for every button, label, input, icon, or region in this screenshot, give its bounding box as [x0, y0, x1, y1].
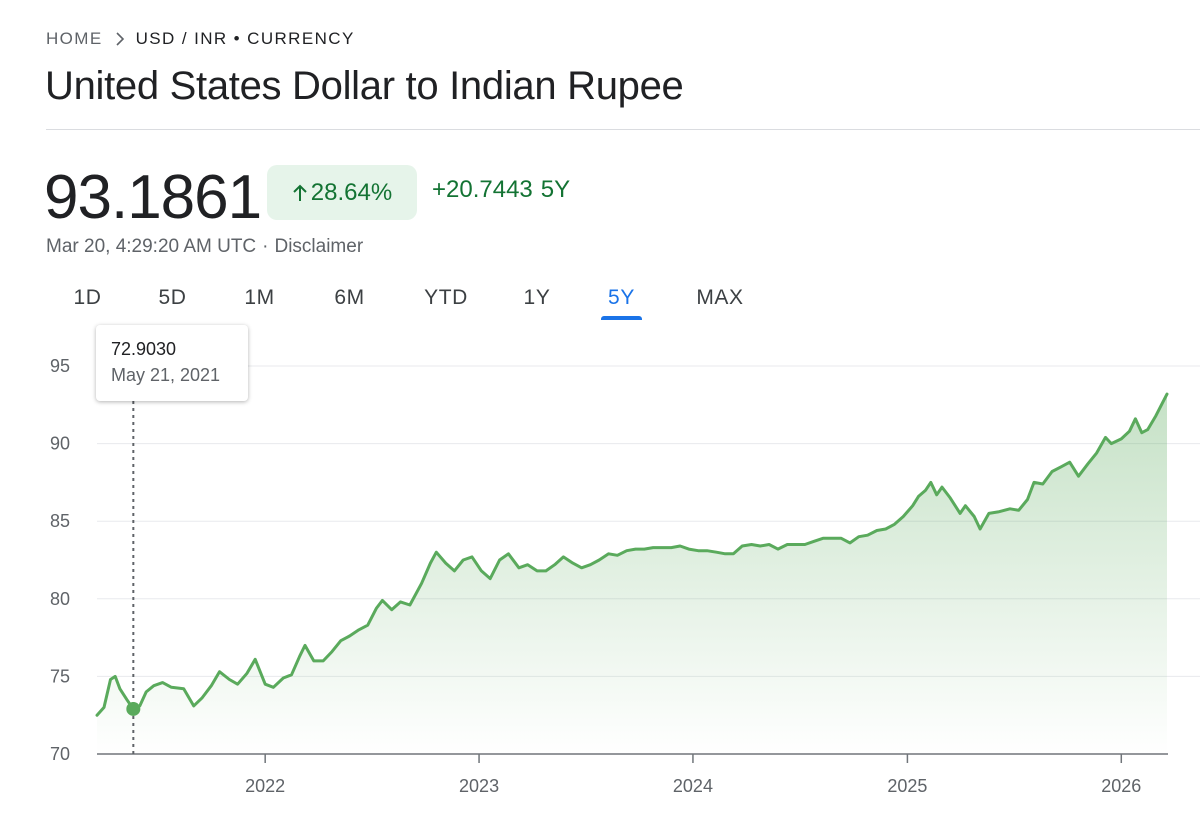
breadcrumb: HOME USD / INR • CURRENCY: [46, 28, 355, 50]
tab-max[interactable]: MAX: [696, 286, 744, 309]
y-tick-label: 80: [50, 589, 70, 609]
exchange-rate-chart[interactable]: 70 75 80 85 90 95 2022 2023 2024 2025 2026: [0, 320, 1200, 824]
tab-5d[interactable]: 5D: [158, 286, 187, 309]
tab-5y[interactable]: 5Y: [601, 280, 642, 320]
arrow-up-icon: [292, 183, 308, 203]
x-tick-label: 2026: [1101, 776, 1141, 796]
x-tick-label: 2024: [673, 776, 713, 796]
change-absolute: +20.7443 5Y: [432, 176, 570, 204]
breadcrumb-home-link[interactable]: HOME: [46, 29, 103, 48]
y-tick-label: 90: [50, 434, 70, 454]
header-divider: [46, 129, 1200, 130]
quote-timestamp: Mar 20, 4:29:20 AM UTC · Disclaimer: [46, 236, 363, 258]
chart-tooltip: 72.9030 May 21, 2021: [96, 325, 248, 401]
hover-point: [126, 701, 141, 716]
chevron-right-icon: [115, 32, 125, 46]
breadcrumb-current: USD / INR • CURRENCY: [135, 29, 355, 48]
y-tick-label: 85: [50, 511, 70, 531]
x-tick-label: 2023: [459, 776, 499, 796]
y-tick-label: 95: [50, 356, 70, 376]
y-tick-label: 75: [50, 666, 70, 686]
change-period: 5Y: [540, 176, 571, 203]
change-absolute-value: +20.7443: [432, 176, 533, 203]
timestamp-text: Mar 20, 4:29:20 AM UTC: [46, 236, 257, 257]
tooltip-value: 72.9030: [111, 339, 177, 359]
timestamp-separator: ·: [262, 236, 269, 257]
y-tick-label: 70: [50, 744, 70, 764]
change-percent-badge: 28.64%: [267, 165, 417, 220]
tab-6m[interactable]: 6M: [334, 286, 365, 309]
chart-series-line: [95, 392, 1169, 717]
tooltip-date: May 21, 2021: [111, 365, 221, 385]
x-tick-label: 2025: [887, 776, 927, 796]
x-tick-label: 2022: [245, 776, 285, 796]
tab-1d[interactable]: 1D: [73, 286, 102, 309]
current-price: 93.1861: [44, 163, 262, 232]
disclaimer-link[interactable]: Disclaimer: [274, 236, 364, 257]
page-title: United States Dollar to Indian Rupee: [45, 64, 684, 108]
tab-1m[interactable]: 1M: [244, 286, 275, 309]
tab-ytd[interactable]: YTD: [424, 286, 468, 309]
chart-area-fill: [97, 394, 1167, 754]
change-percent: 28.64%: [310, 178, 393, 206]
tab-1y[interactable]: 1Y: [523, 286, 551, 309]
